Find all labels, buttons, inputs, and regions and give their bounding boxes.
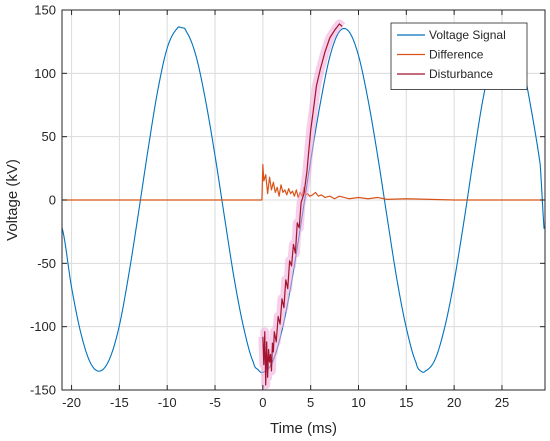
y-axis-label: Voltage (kV)	[4, 159, 21, 241]
x-tick-label: 20	[447, 395, 461, 410]
x-tick-label: -20	[62, 395, 81, 410]
y-tick-label: -50	[37, 256, 56, 271]
legend-label: Difference	[429, 48, 484, 62]
axis-tick-labels: -20 -15 -10 -5 0 5 10 15 20 25150100500-50-100-15…	[30, 3, 509, 411]
legend: Voltage Signal Difference Disturbance	[390, 22, 528, 90]
x-tick-label: -10	[158, 395, 177, 410]
y-tick-label: 0	[49, 193, 56, 208]
y-tick-label: -150	[30, 383, 56, 398]
series-line-disturbance	[262, 23, 343, 386]
y-tick-label: -100	[30, 319, 56, 334]
y-tick-label: 150	[34, 3, 56, 18]
x-tick-label: 15	[399, 395, 413, 410]
y-tick-label: 100	[34, 66, 56, 81]
x-tick-label: 5	[307, 395, 314, 410]
x-tick-label: 10	[351, 395, 365, 410]
x-axis-label: Time (ms)	[270, 420, 337, 437]
x-tick-label: 25	[495, 395, 509, 410]
y-tick-label: 50	[42, 129, 56, 144]
x-tick-label: -15	[110, 395, 129, 410]
x-tick-label: 0	[259, 395, 266, 410]
legend-label: Disturbance	[429, 67, 493, 81]
series-layer	[62, 19, 545, 390]
axis-ticks	[62, 9, 545, 391]
legend-box	[390, 22, 528, 90]
x-tick-label: -5	[209, 395, 221, 410]
legend-label: Voltage Signal	[429, 28, 506, 42]
